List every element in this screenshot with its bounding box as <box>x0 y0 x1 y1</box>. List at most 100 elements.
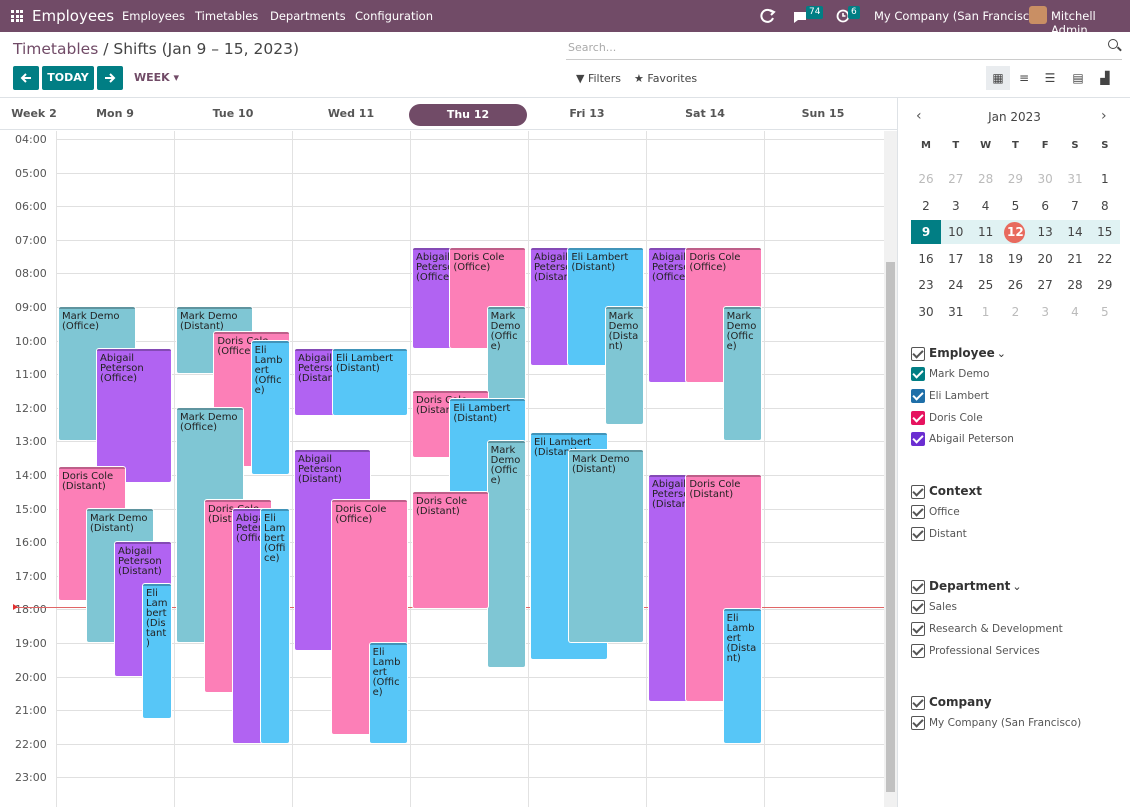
shift-event[interactable]: Eli Lambert (Distant) <box>143 584 171 718</box>
list-view-icon[interactable]: ☰ <box>1044 71 1056 85</box>
scale-dropdown[interactable]: WEEK ▾ <box>134 71 179 84</box>
mini-calendar-day[interactable]: 28 <box>1067 278 1083 293</box>
day-header-wed[interactable]: Wed 11 <box>327 107 375 120</box>
menu-departments[interactable]: Departments <box>270 9 346 23</box>
mini-calendar-day[interactable]: 28 <box>977 172 994 186</box>
mini-calendar-day[interactable]: 23 <box>918 278 934 293</box>
filter-item[interactable]: Sales <box>911 600 957 614</box>
mini-calendar-day[interactable]: 27 <box>948 172 964 186</box>
mini-calendar-day[interactable]: 1 <box>981 305 990 319</box>
mini-calendar-day[interactable]: 25 <box>977 278 994 293</box>
filter-item[interactable]: Research & Development <box>911 621 1063 636</box>
shift-event[interactable]: Doris Cole(Distant) <box>413 491 489 609</box>
company-switcher[interactable]: My Company (San Francisco) <box>874 9 1041 23</box>
filter-section-company[interactable]: Company <box>911 695 992 710</box>
filter-checkbox[interactable] <box>911 367 925 381</box>
gantt-view-icon[interactable]: ≡ <box>1018 71 1030 85</box>
favorites-button[interactable]: ★ Favorites <box>634 72 697 85</box>
app-title[interactable]: Employees <box>32 7 115 25</box>
filter-checkbox[interactable] <box>911 388 925 403</box>
mini-calendar-day[interactable]: 1 <box>1100 172 1109 186</box>
filter-checkbox[interactable] <box>911 643 925 658</box>
day-header-tue[interactable]: Tue 10 <box>212 107 254 120</box>
user-avatar[interactable] <box>1029 6 1047 24</box>
day-header-fri[interactable]: Fri 13 <box>569 107 605 120</box>
scrollbar-thumb[interactable] <box>886 262 895 792</box>
mini-calendar-day[interactable]: 10 <box>948 225 964 240</box>
mini-calendar-day[interactable]: 19 <box>1007 251 1024 266</box>
day-header-sat[interactable]: Sat 14 <box>685 107 725 120</box>
filter-item[interactable]: Abigail Peterson <box>911 432 1014 447</box>
mini-calendar-day[interactable]: 11 <box>977 225 994 240</box>
shift-event[interactable]: Eli Lambert (Office) <box>251 340 289 474</box>
shift-event[interactable]: Mark Demo (Office) <box>487 441 525 668</box>
user-menu[interactable]: Mitchell Admin <box>1051 9 1096 37</box>
mini-calendar-day[interactable]: 3 <box>951 198 960 213</box>
shift-event[interactable]: Eli Lambert (Distant) <box>723 609 761 743</box>
chevron-down-icon[interactable]: ⌄ <box>1012 580 1022 593</box>
next-button[interactable] <box>97 66 123 90</box>
mini-calendar-day[interactable]: 8 <box>1100 198 1109 213</box>
filter-checkbox[interactable] <box>911 716 925 730</box>
chat-icon[interactable] <box>792 10 808 24</box>
filters-button[interactable]: ▼ Filters <box>576 72 621 85</box>
menu-timetables[interactable]: Timetables <box>195 9 259 23</box>
mini-calendar-day[interactable]: 18 <box>977 251 994 266</box>
mini-calendar-day[interactable]: 9 <box>921 225 931 240</box>
mini-calendar-day[interactable]: 14 <box>1067 225 1083 240</box>
filter-item[interactable]: My Company (San Francisco) <box>911 716 1081 730</box>
filter-checkbox[interactable] <box>911 526 925 541</box>
shift-event[interactable]: Mark Demo (Distant) <box>569 449 643 642</box>
mini-calendar-day[interactable]: 26 <box>1007 278 1024 293</box>
mini-calendar-day[interactable]: 26 <box>918 172 934 186</box>
mini-calendar-day[interactable]: 2 <box>922 198 930 213</box>
filter-checkbox[interactable] <box>911 505 925 519</box>
mini-calendar-day[interactable]: 13 <box>1037 225 1053 240</box>
today-button[interactable]: TODAY <box>42 66 94 90</box>
mini-calendar-day[interactable]: 21 <box>1067 251 1083 266</box>
filter-section-checkbox[interactable] <box>911 579 925 594</box>
calendar-time-grid[interactable]: 04:00 05:00 06:00 07:00 08:00 09:00 10:00 11:00… <box>0 131 884 807</box>
mini-calendar-day[interactable]: 6 <box>1041 198 1049 213</box>
filter-item[interactable]: Professional Services <box>911 643 1040 658</box>
shift-event[interactable]: Eli Lambert (Office) <box>369 643 407 743</box>
graph-view-icon[interactable]: ▟ <box>1100 71 1110 85</box>
mini-calendar-day[interactable]: 30 <box>1037 172 1053 186</box>
chevron-down-icon[interactable]: ⌄ <box>996 347 1006 360</box>
pivot-view-icon[interactable]: ▤ <box>1072 71 1084 85</box>
menu-configuration[interactable]: Configuration <box>355 9 433 23</box>
calendar-scrollbar[interactable] <box>884 131 897 807</box>
day-header-mon[interactable]: Mon 9 <box>96 107 134 120</box>
filter-section-context[interactable]: Context <box>911 484 982 499</box>
shift-event[interactable]: Mark Demo (Office) <box>487 307 525 407</box>
mini-calendar-day[interactable]: 4 <box>1071 305 1079 319</box>
mini-calendar-day[interactable]: 29 <box>1007 172 1024 186</box>
mini-calendar-day[interactable]: 24 <box>948 278 964 293</box>
mini-calendar-day[interactable]: 3 <box>1041 305 1049 319</box>
filter-section-checkbox[interactable] <box>911 484 925 499</box>
day-header-thu-today[interactable]: Thu 12 <box>409 104 527 126</box>
mini-calendar-day[interactable]: 5 <box>1011 198 1020 213</box>
shift-event[interactable]: Eli Lambert (Office) <box>261 508 289 743</box>
previous-button[interactable] <box>13 66 39 90</box>
mini-calendar-day[interactable]: 22 <box>1097 251 1113 266</box>
mini-calendar-day[interactable]: 31 <box>948 305 964 319</box>
filter-checkbox[interactable] <box>911 432 925 447</box>
mini-calendar-day[interactable]: 7 <box>1071 198 1079 213</box>
shift-event[interactable]: Mark Demo (Distant) <box>605 307 643 424</box>
mini-calendar-day[interactable]: 20 <box>1037 251 1053 266</box>
apps-menu-icon[interactable] <box>11 10 23 22</box>
prev-month-icon[interactable]: ‹ <box>916 108 922 124</box>
filter-checkbox[interactable] <box>911 410 925 425</box>
filter-item[interactable]: Eli Lambert <box>911 388 989 403</box>
mini-calendar-day[interactable]: 15 <box>1097 225 1113 240</box>
next-month-icon[interactable]: › <box>1101 108 1107 124</box>
shift-event[interactable]: Eli Lambert (Distant) <box>333 349 407 416</box>
filter-item[interactable]: Office <box>911 505 960 519</box>
menu-employees[interactable]: Employees <box>122 9 185 23</box>
search-icon[interactable] <box>1108 39 1118 49</box>
mini-calendar-day[interactable]: 29 <box>1097 278 1113 293</box>
filter-item[interactable]: Doris Cole <box>911 410 983 425</box>
mini-calendar-day[interactable]: 5 <box>1100 305 1109 319</box>
shift-event[interactable]: Mark Demo (Office) <box>723 307 761 441</box>
